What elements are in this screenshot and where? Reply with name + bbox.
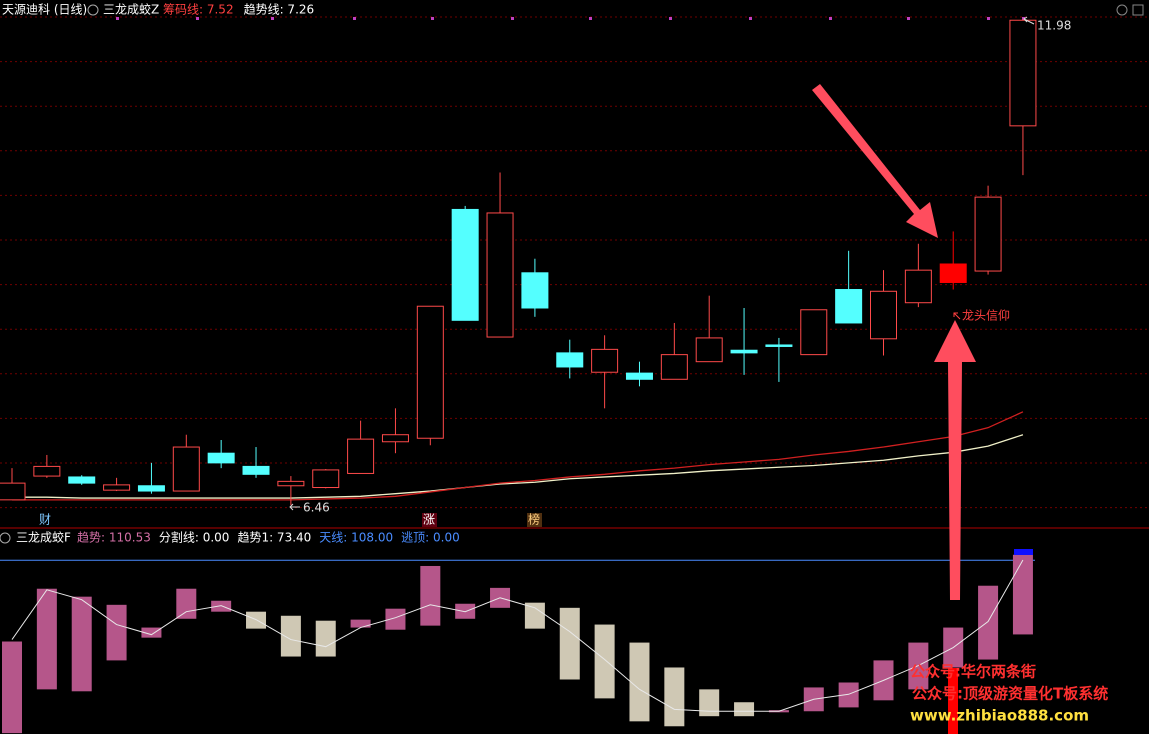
candle-body [765, 344, 793, 347]
candle-body [974, 196, 1002, 272]
legend: 筹码线: 7.52 趋势线: 7.26 [163, 3, 314, 17]
stock-title: 天源迪科 (日线) [2, 3, 87, 17]
moving-average [12, 411, 1024, 501]
pointer-arrow [812, 84, 938, 238]
candle-body [416, 305, 444, 439]
legend: 趋势: 110.53 分割线: 0.00 趋势1: 73.40 天线: 108.00 逃… [77, 530, 460, 545]
legend-item: 趋势线: 7.26 [244, 3, 315, 17]
candle-body [904, 269, 932, 304]
pointer-arrow [934, 320, 976, 600]
legend-item: 趋势1: 73.40 [237, 531, 311, 545]
indicator-bar [629, 642, 650, 722]
indicator-bar [176, 588, 197, 619]
candle-body [33, 465, 61, 477]
candle-body [451, 208, 479, 321]
indicator-bar [664, 667, 685, 727]
candle-body [172, 446, 200, 492]
menu-icon[interactable] [0, 532, 11, 544]
signal-box [1014, 549, 1033, 555]
candle-body [591, 348, 619, 373]
candle-body [939, 263, 967, 283]
indicator-bar [280, 615, 301, 657]
candle-body [312, 469, 340, 489]
indicator-name: 三龙成蛟Z [103, 2, 159, 17]
candle-body [625, 372, 653, 380]
indicator-bar [106, 604, 127, 661]
watermark: 公众号:顶级游资量化T板系统 [912, 685, 1108, 703]
indicator-bar [594, 624, 615, 699]
candle-body [1009, 19, 1037, 127]
indicator-line [11, 559, 1024, 712]
candle-body [103, 484, 131, 491]
candle-body [695, 337, 723, 363]
watermark: www.zhibiao888.com [910, 707, 1089, 725]
indicator-bar [1012, 554, 1033, 635]
indicator-bar [385, 608, 406, 630]
candle-body [870, 290, 897, 340]
indicator-name: 三龙成蛟F [16, 530, 71, 545]
candle-body [242, 465, 270, 475]
candle-body [730, 349, 758, 354]
indicator-bar [2, 641, 22, 734]
moving-average [12, 434, 1024, 499]
indicator-bar [315, 620, 336, 657]
note-label: 龙头信仰 [962, 308, 1010, 323]
annotation-arrow [953, 312, 961, 320]
legend-item: 分割线: 0.00 [159, 530, 230, 545]
candle-body [137, 485, 165, 492]
indicator-bar [141, 627, 162, 638]
event-marker[interactable]: 涨 [423, 512, 435, 527]
indicator-bar [524, 602, 545, 629]
indicator-bar [838, 682, 859, 708]
event-marker-bg [527, 513, 542, 527]
annotation-arrow [289, 503, 300, 511]
legend-item: 趋势: 110.53 [77, 531, 151, 545]
nav-icon[interactable] [1132, 4, 1144, 16]
signal-bar [948, 668, 958, 734]
high-label: 11.98 [1037, 19, 1071, 33]
candle-body [486, 212, 514, 338]
indicator-bar [420, 565, 441, 626]
candle-body [207, 452, 235, 464]
candle-body [800, 309, 828, 356]
legend-item: 逃顶: 0.00 [401, 531, 460, 545]
signal-dots [116, 17, 1025, 20]
indicator-bar [978, 585, 999, 660]
indicator-bar [350, 619, 371, 628]
candle-body [381, 434, 409, 443]
candle-body [835, 289, 863, 324]
candle-body [68, 476, 96, 484]
indicator-bar [699, 689, 720, 717]
legend-item: 天线: 108.00 [319, 531, 393, 545]
candle-body [660, 354, 688, 380]
candle-body [521, 272, 549, 309]
annotation-arrow [1023, 16, 1035, 25]
low-label: 6.46 [303, 501, 330, 515]
indicator-bar [71, 596, 92, 692]
candle-body [347, 438, 375, 474]
event-marker-bg [422, 513, 437, 527]
candle-body [0, 482, 26, 501]
event-marker[interactable]: 财 [39, 513, 51, 527]
candle-body [277, 480, 305, 487]
event-marker[interactable]: 榜 [528, 512, 540, 527]
legend-item: 筹码线: 7.52 [163, 3, 234, 17]
watermark: 公众号:华尔两条街 [910, 663, 1036, 681]
plot [0, 19, 1037, 734]
candle-body [556, 352, 584, 368]
indicator-bar [559, 607, 580, 680]
indicator-bar [36, 588, 57, 690]
menu-icon[interactable] [87, 4, 99, 16]
nav-icon[interactable] [1116, 4, 1128, 16]
indicator-bar [734, 702, 755, 717]
